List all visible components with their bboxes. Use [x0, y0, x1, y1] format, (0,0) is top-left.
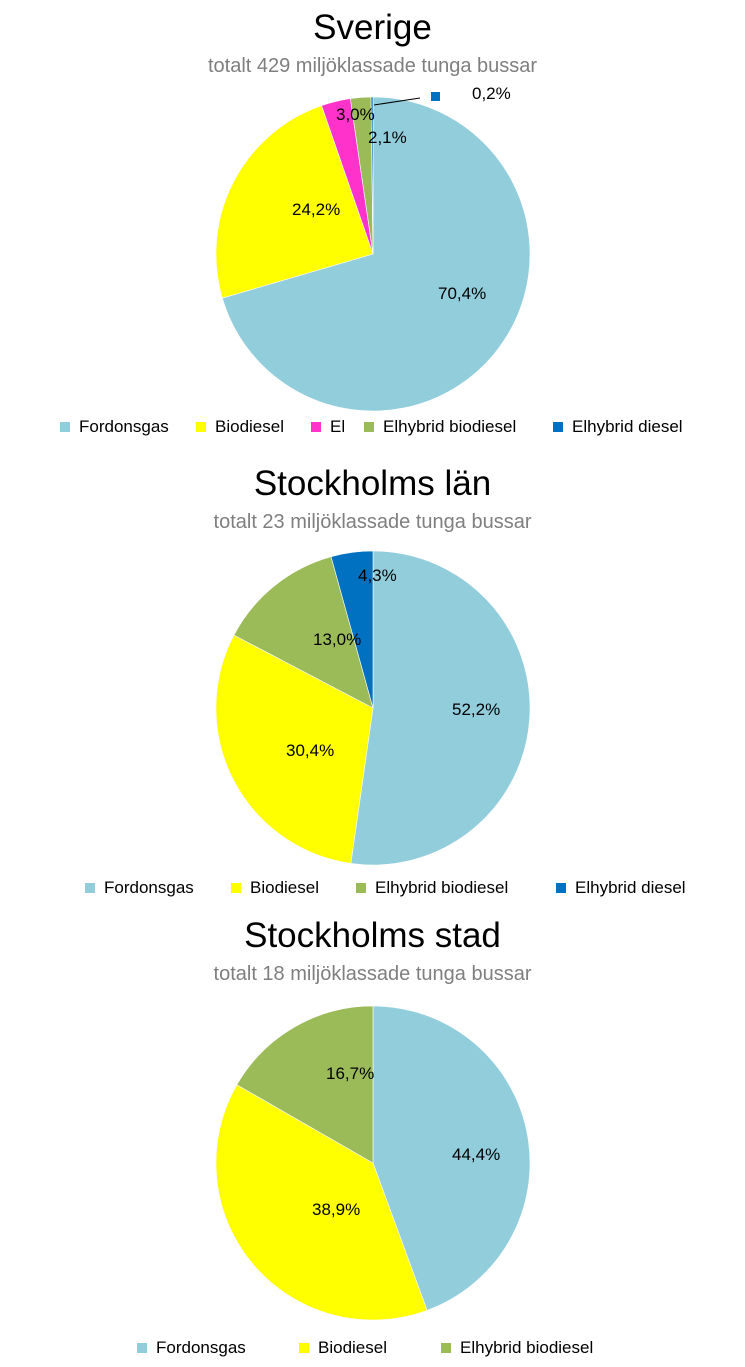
legend-label: Fordonsgas — [104, 878, 194, 897]
legend-swatch — [356, 883, 366, 893]
legend-item-elhybrid-diesel: Elhybrid diesel — [556, 877, 686, 899]
legend-swatch — [137, 1343, 147, 1353]
legend-item-fordonsgas: Fordonsgas — [85, 877, 194, 899]
legend-swatch — [556, 883, 566, 893]
legend-item-fordonsgas: Fordonsgas — [137, 1337, 246, 1359]
pie-slice-elhybrid-diesel — [370, 96, 374, 255]
pie-plot: 44,4% 38,9% 16,7% — [215, 1005, 531, 1321]
callout-swatch — [431, 92, 440, 101]
legend-swatch — [85, 883, 95, 893]
chart-subtitle: totalt 429 miljöklassade tunga bussar — [207, 55, 538, 77]
chart-title: Stockholms stad — [244, 916, 501, 955]
legend-label: Elhybrid diesel — [572, 417, 683, 436]
pie-slice-biodiesel — [215, 634, 374, 864]
legend-item-elhybrid-biodiesel: Elhybrid biodiesel — [364, 416, 516, 438]
legend-label: El — [330, 417, 346, 436]
data-label-elhybrid-biodiesel: 16,7% — [326, 1064, 374, 1083]
pie-slice-fordonsgas — [372, 1005, 531, 1311]
data-label-fordonsgas: 70,4% — [438, 284, 486, 303]
legend-swatch — [553, 422, 563, 432]
pie-plot: 70,4% 24,2% 3,0% 2,1% 0,2% — [215, 84, 531, 412]
pie-slice-fordonsgas — [221, 96, 531, 412]
legend-item-el: El — [311, 416, 345, 438]
chart-legend: Fordonsgas Biodiesel Elhybrid biodiesel — [0, 1337, 745, 1361]
legend-item-biodiesel: Biodiesel — [231, 877, 319, 899]
data-label-fordonsgas: 44,4% — [452, 1145, 500, 1164]
legend-label: Elhybrid biodiesel — [375, 878, 509, 897]
pie-slice-elhybrid-biodiesel — [236, 1005, 374, 1164]
legend-swatch — [231, 883, 241, 893]
pie-slice-elhybrid-biodiesel — [233, 556, 374, 709]
data-label-el: 3,0% — [336, 105, 375, 124]
data-label-elhybrid-biodiesel: 13,0% — [313, 630, 361, 649]
data-label-biodiesel: 24,2% — [292, 200, 340, 219]
callout-leader-line — [373, 97, 421, 106]
legend-label: Elhybrid biodiesel — [383, 417, 517, 436]
chart-legend: Fordonsgas Biodiesel Elhybrid biodiesel Elh… — [0, 877, 745, 901]
legend-swatch — [299, 1343, 309, 1353]
legend-item-biodiesel: Biodiesel — [299, 1337, 387, 1359]
legend-label: Biodiesel — [250, 878, 319, 897]
chart-legend: Fordonsgas Biodiesel El Elhybrid biodiesel E… — [0, 416, 745, 440]
legend-swatch — [311, 422, 321, 432]
data-label-elhybrid-biodiesel: 2,1% — [368, 128, 407, 147]
pie-slice-biodiesel — [215, 1084, 428, 1321]
legend-label: Biodiesel — [215, 417, 284, 436]
chart-title: Stockholms län — [253, 464, 492, 503]
chart-title: Sverige — [313, 8, 432, 47]
legend-label: Elhybrid diesel — [575, 878, 686, 897]
pie-plot: 52,2% 30,4% 13,0% 4,3% — [215, 550, 531, 866]
legend-item-biodiesel: Biodiesel — [196, 416, 284, 438]
legend-item-fordonsgas: Fordonsgas — [60, 416, 169, 438]
data-label-elhybrid-diesel: 4,3% — [358, 566, 397, 585]
data-label-fordonsgas: 52,2% — [452, 700, 500, 719]
legend-swatch — [196, 422, 206, 432]
legend-swatch — [60, 422, 70, 432]
legend-label: Elhybrid biodiesel — [460, 1338, 594, 1357]
pie-slice-fordonsgas — [350, 550, 531, 866]
legend-swatch — [364, 422, 374, 432]
legend-item-elhybrid-biodiesel: Elhybrid biodiesel — [356, 877, 508, 899]
chart-subtitle: totalt 23 miljöklassade tunga bussar — [213, 511, 532, 533]
legend-item-elhybrid-diesel: Elhybrid diesel — [553, 416, 683, 438]
legend-label: Biodiesel — [318, 1338, 387, 1357]
data-label-biodiesel: 30,4% — [286, 741, 334, 760]
data-label-elhybrid-diesel: 0,2% — [472, 84, 511, 103]
chart-subtitle: totalt 18 miljöklassade tunga bussar — [213, 963, 532, 985]
legend-swatch — [441, 1343, 451, 1353]
data-label-biodiesel: 38,9% — [312, 1200, 360, 1219]
legend-label: Fordonsgas — [79, 417, 169, 436]
legend-label: Fordonsgas — [156, 1338, 246, 1357]
legend-item-elhybrid-biodiesel: Elhybrid biodiesel — [441, 1337, 593, 1359]
pie-slice-elhybrid-diesel — [330, 550, 374, 709]
pie-slice-biodiesel — [215, 105, 374, 299]
